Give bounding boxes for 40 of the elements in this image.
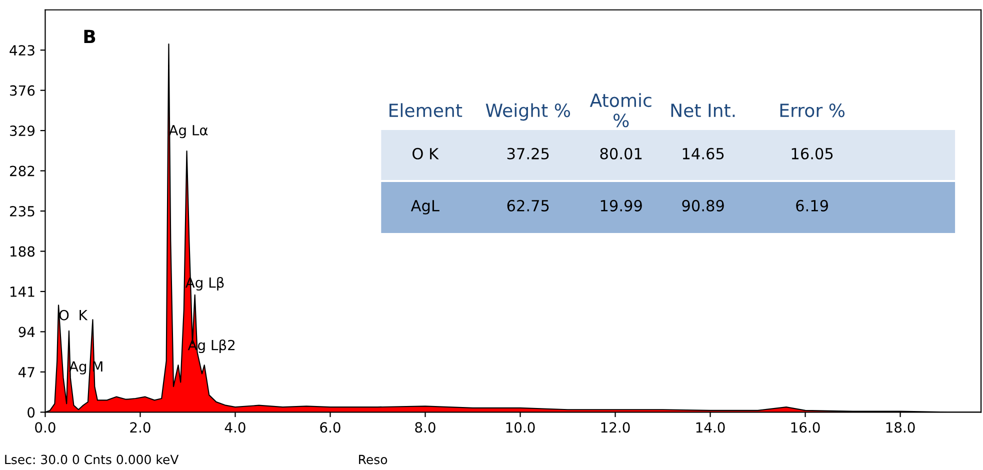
annotation: 37.25 xyxy=(507,148,549,160)
annotation: 90.89 xyxy=(682,200,724,212)
y-tick-label: 235 xyxy=(10,206,34,217)
x-tick-label: 12.0 xyxy=(601,422,630,433)
y-tick-label: 282 xyxy=(10,166,34,176)
annotation: 14.65 xyxy=(682,148,724,160)
y-tick-label: 0 xyxy=(28,407,35,418)
annotation: Atomic % xyxy=(590,93,652,128)
y-tick-label: 141 xyxy=(10,286,34,297)
y-tick-label: 423 xyxy=(10,45,34,56)
y-tick-label: 47 xyxy=(18,367,34,378)
x-tick-label: 2.0 xyxy=(130,422,150,433)
annotation: Weight % xyxy=(486,103,570,121)
annotation: O K xyxy=(412,148,439,160)
annotation: 6.19 xyxy=(796,200,828,212)
annotation: 19.99 xyxy=(600,200,642,212)
annotation: Ag Lβ2 xyxy=(188,340,235,354)
annotation: 62.75 xyxy=(507,200,549,212)
x-tick-label: 16.0 xyxy=(791,422,820,433)
y-tick-label: 94 xyxy=(18,326,35,338)
text: Lsec: 30.0 0 Cnts 0.000 keV xyxy=(5,454,179,464)
x-tick-label: 8.0 xyxy=(415,422,436,433)
text: Reso xyxy=(359,454,388,464)
annotation: Net Int. xyxy=(671,104,735,118)
annotation: 80.01 xyxy=(600,148,642,160)
x-tick-label: 4.0 xyxy=(224,422,246,433)
y-tick-label: 329 xyxy=(10,126,35,136)
x-tick-label: 18.0 xyxy=(886,422,915,433)
annotation: 16.05 xyxy=(792,148,833,160)
x-tick-label: 6.0 xyxy=(320,422,340,433)
x-tick-label: 10.0 xyxy=(506,422,535,433)
y-tick-label: 188 xyxy=(10,246,35,257)
x-tick-label: 14.0 xyxy=(696,422,725,433)
annotation: Element xyxy=(390,103,462,118)
annotation: B xyxy=(84,30,96,44)
x-tick-label: 0.0 xyxy=(35,422,56,433)
y-tick-label: 376 xyxy=(10,85,35,96)
annotation: O K xyxy=(59,310,88,320)
annotation: Error % xyxy=(780,104,845,118)
annotation: AgL xyxy=(410,200,440,214)
